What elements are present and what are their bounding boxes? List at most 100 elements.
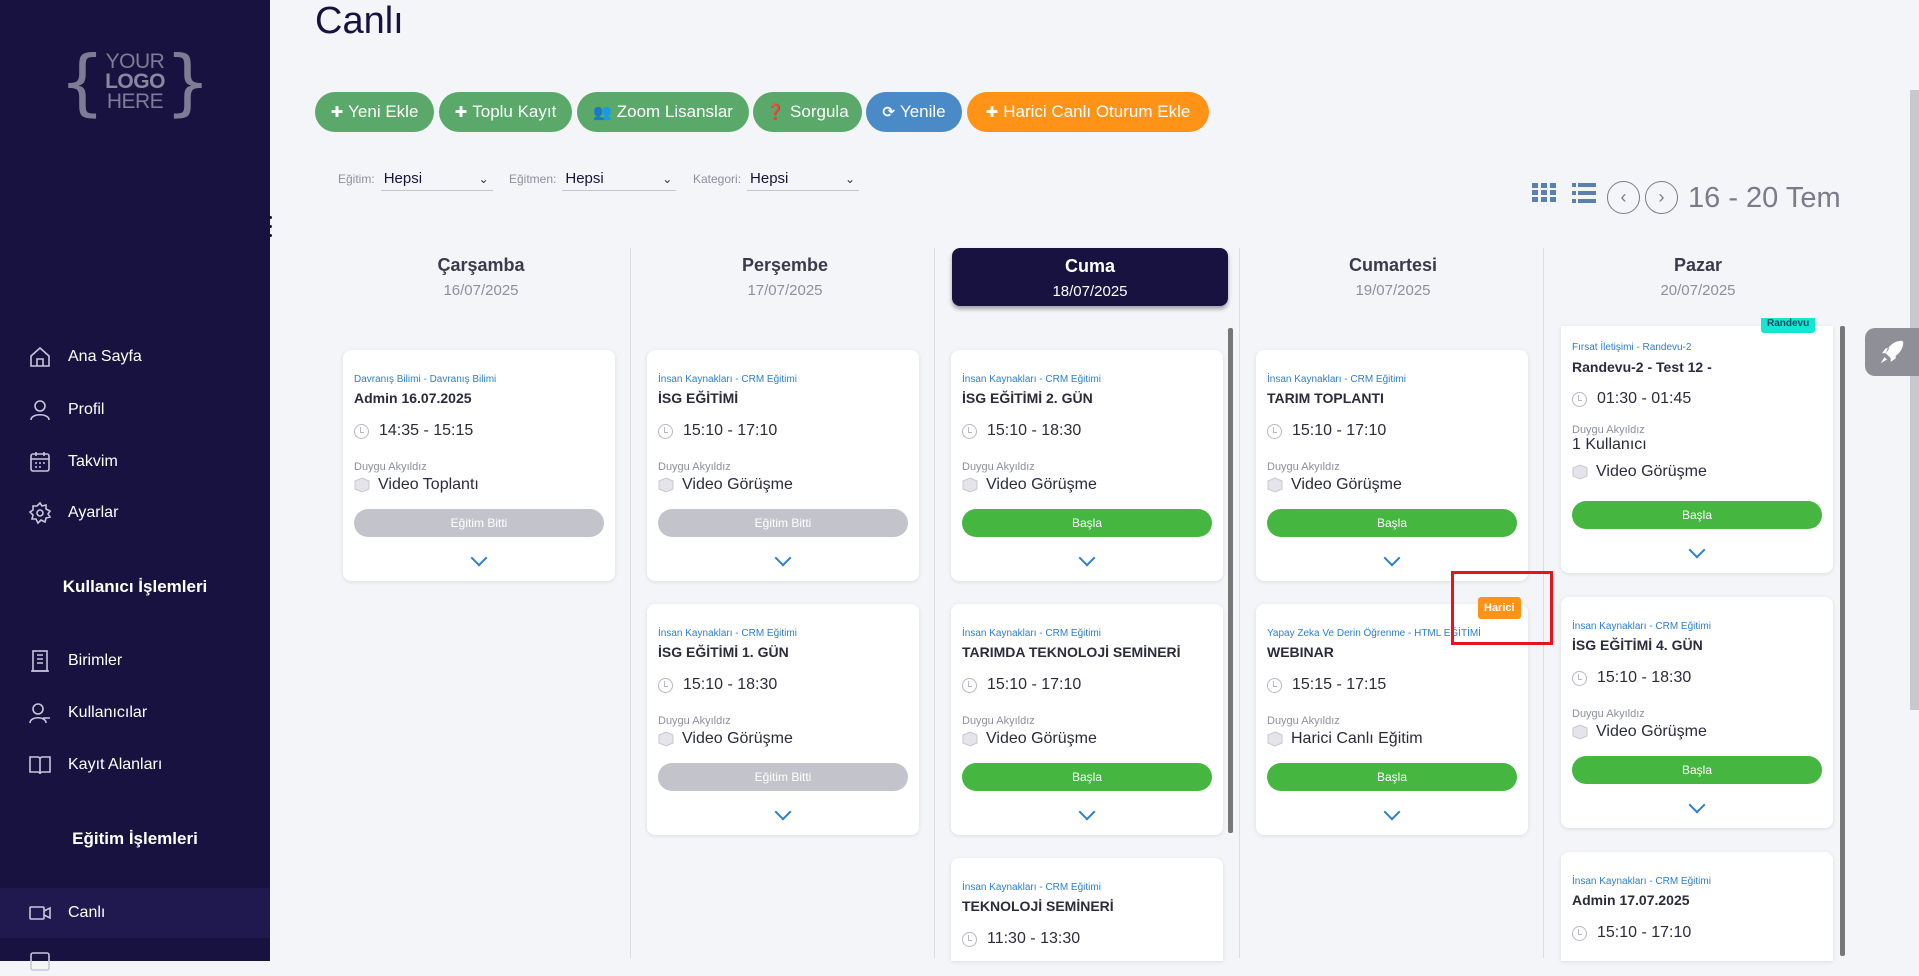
card-instructor: Duygu Akyıldız — [1572, 424, 1645, 436]
training-finished-button[interactable]: Eğitim Bitti — [658, 763, 908, 791]
session-card[interactable]: Randevu Fırsat İletişimi - Randevu-2 Ran… — [1561, 318, 1833, 573]
training-finished-button[interactable]: Eğitim Bitti — [354, 509, 604, 537]
sidebar-item-canli[interactable]: Canlı — [28, 898, 105, 928]
card-time: 15:10 - 17:10 — [962, 676, 1081, 694]
sidebar-toggle-button[interactable] — [244, 216, 272, 246]
card-instructor: Duygu Akyıldız — [962, 461, 1035, 473]
sidebar-item-ayarlar[interactable]: Ayarlar — [28, 498, 118, 528]
card-time: 11:30 - 13:30 — [962, 930, 1080, 948]
session-card[interactable]: Davranış Bilimi - Davranış Bilimi Admin … — [343, 350, 615, 581]
start-button[interactable]: Başla — [962, 509, 1212, 537]
sidebar-item-ana-sayfa[interactable]: Ana Sayfa — [28, 342, 142, 372]
chevron-down-icon: ⌄ — [478, 171, 489, 186]
section-user-operations: Kullanıcı İşlemleri — [62, 577, 208, 596]
cube-icon — [962, 477, 978, 493]
clock-icon — [1572, 670, 1587, 686]
card-instructor: Duygu Akyıldız — [658, 461, 731, 473]
zoom-licenses-button[interactable]: 👥 Zoom Lisanslar — [577, 92, 749, 132]
chevron-down-icon[interactable] — [1383, 549, 1401, 567]
video-icon — [29, 906, 51, 920]
card-title: Admin 16.07.2025 — [354, 390, 472, 406]
chevron-down-icon[interactable] — [1078, 803, 1096, 821]
cube-icon — [658, 477, 674, 493]
chevron-down-icon[interactable] — [1078, 549, 1096, 567]
chevron-down-icon[interactable] — [1383, 803, 1401, 821]
card-type: Video Görüşme — [1572, 723, 1707, 741]
session-card[interactable]: İnsan Kaynakları - CRM Eğitimi İSG EĞİTİ… — [1561, 597, 1833, 828]
calendar-icon — [30, 952, 50, 971]
session-card[interactable]: İnsan Kaynakları - CRM Eğitimi İSG EĞİTİ… — [647, 350, 919, 581]
sidebar-item-next[interactable] — [28, 946, 68, 976]
start-button[interactable]: Başla — [1572, 501, 1822, 529]
start-button[interactable]: Başla — [962, 763, 1212, 791]
card-instructor: Duygu Akyıldız — [962, 715, 1035, 727]
card-instructor: Duygu Akyıldız — [1267, 461, 1340, 473]
chevron-down-icon[interactable] — [470, 549, 488, 567]
session-card[interactable]: İnsan Kaynakları - CRM Eğitimi İSG EĞİTİ… — [951, 350, 1223, 581]
external-badge: Harici — [1478, 597, 1521, 619]
clock-icon — [1572, 391, 1587, 407]
nav-label: Kullanıcılar — [68, 704, 148, 721]
sidebar-active-highlight — [0, 888, 270, 938]
training-finished-button[interactable]: Eğitim Bitti — [658, 509, 908, 537]
page-scrollbar[interactable] — [1910, 90, 1919, 710]
query-button[interactable]: ❓ Sorgula — [753, 92, 862, 132]
sunday-scrollbar[interactable] — [1840, 326, 1845, 956]
card-time: 15:15 - 17:15 — [1267, 676, 1386, 694]
page-title: Canlı — [315, 0, 404, 42]
start-button[interactable]: Başla — [1267, 509, 1517, 537]
card-type: Video Görüşme — [658, 476, 793, 494]
card-category: İnsan Kaynakları - CRM Eğitimi — [658, 374, 797, 385]
education-select[interactable]: Hepsi ⌄ — [380, 167, 493, 191]
chevron-down-icon[interactable] — [774, 549, 792, 567]
session-card[interactable]: İnsan Kaynakları - CRM Eğitimi TARIM TOP… — [1256, 350, 1528, 581]
friday-scrollbar[interactable] — [1228, 328, 1233, 833]
trainer-select[interactable]: Hepsi ⌄ — [562, 167, 677, 191]
card-instructor: Duygu Akyıldız — [658, 715, 731, 727]
card-category: İnsan Kaynakları - CRM Eğitimi — [1572, 621, 1711, 632]
section-education-operations: Eğitim İşlemleri — [72, 829, 198, 848]
session-card[interactable]: İnsan Kaynakları - CRM Eğitimi TEKNOLOJİ… — [951, 858, 1223, 961]
sidebar-item-profil[interactable]: Profil — [28, 395, 104, 425]
session-card[interactable]: İnsan Kaynakları - CRM Eğitimi Admin 17.… — [1561, 852, 1833, 961]
card-category: İnsan Kaynakları - CRM Eğitimi — [1267, 374, 1406, 385]
plus-icon: ✚ — [330, 103, 344, 121]
sidebar-item-birimler[interactable]: Birimler — [28, 646, 122, 676]
next-week-button[interactable]: › — [1645, 181, 1678, 214]
chevron-down-icon[interactable] — [1688, 541, 1706, 559]
appointment-badge: Randevu — [1761, 318, 1816, 333]
grid-view-icon[interactable] — [1532, 183, 1556, 203]
card-time: 15:10 - 18:30 — [1572, 669, 1691, 687]
day-header-thursday: Perşembe 17/07/2025 — [741, 255, 829, 299]
rocket-widget-button[interactable] — [1865, 328, 1919, 376]
card-type: Video Toplantı — [354, 476, 479, 494]
list-view-icon[interactable] — [1572, 183, 1596, 203]
sidebar-item-kayit-alanlari[interactable]: Kayıt Alanları — [28, 750, 162, 780]
highlight-box — [1451, 571, 1553, 645]
card-title: İSG EĞİTİMİ 4. GÜN — [1572, 637, 1703, 653]
refresh-button[interactable]: ⟳ Yenile — [866, 92, 962, 132]
new-button[interactable]: ✚ Yeni Ekle — [315, 92, 434, 132]
card-category: İnsan Kaynakları - CRM Eğitimi — [658, 628, 797, 639]
card-category: İnsan Kaynakları - CRM Eğitimi — [962, 628, 1101, 639]
card-time: 01:30 - 01:45 — [1572, 390, 1691, 408]
bulk-register-button[interactable]: ✚ Toplu Kayıt — [439, 92, 572, 132]
clock-icon — [962, 677, 977, 693]
prev-week-button[interactable]: ‹ — [1607, 181, 1640, 214]
card-instructor: Duygu Akyıldız — [354, 461, 427, 473]
trainer-filter: Eğitmen: Hepsi ⌄ — [509, 167, 677, 191]
category-select[interactable]: Hepsi ⌄ — [747, 167, 860, 191]
card-time: 15:10 - 17:10 — [658, 422, 777, 440]
user-icon — [30, 400, 50, 421]
session-card[interactable]: İnsan Kaynakları - CRM Eğitimi İSG EĞİTİ… — [647, 604, 919, 835]
chevron-down-icon[interactable] — [774, 803, 792, 821]
sidebar-item-takvim[interactable]: Takvim — [28, 447, 118, 477]
clock-icon — [658, 677, 673, 693]
cube-icon — [1572, 464, 1588, 480]
start-button[interactable]: Başla — [1267, 763, 1517, 791]
session-card[interactable]: İnsan Kaynakları - CRM Eğitimi TARIMDA T… — [951, 604, 1223, 835]
start-button[interactable]: Başla — [1572, 756, 1822, 784]
chevron-down-icon[interactable] — [1688, 796, 1706, 814]
add-external-session-button[interactable]: ✚ Harici Canlı Oturum Ekle — [967, 92, 1209, 132]
sidebar-item-kullanicilar[interactable]: Kullanıcılar — [28, 698, 147, 728]
